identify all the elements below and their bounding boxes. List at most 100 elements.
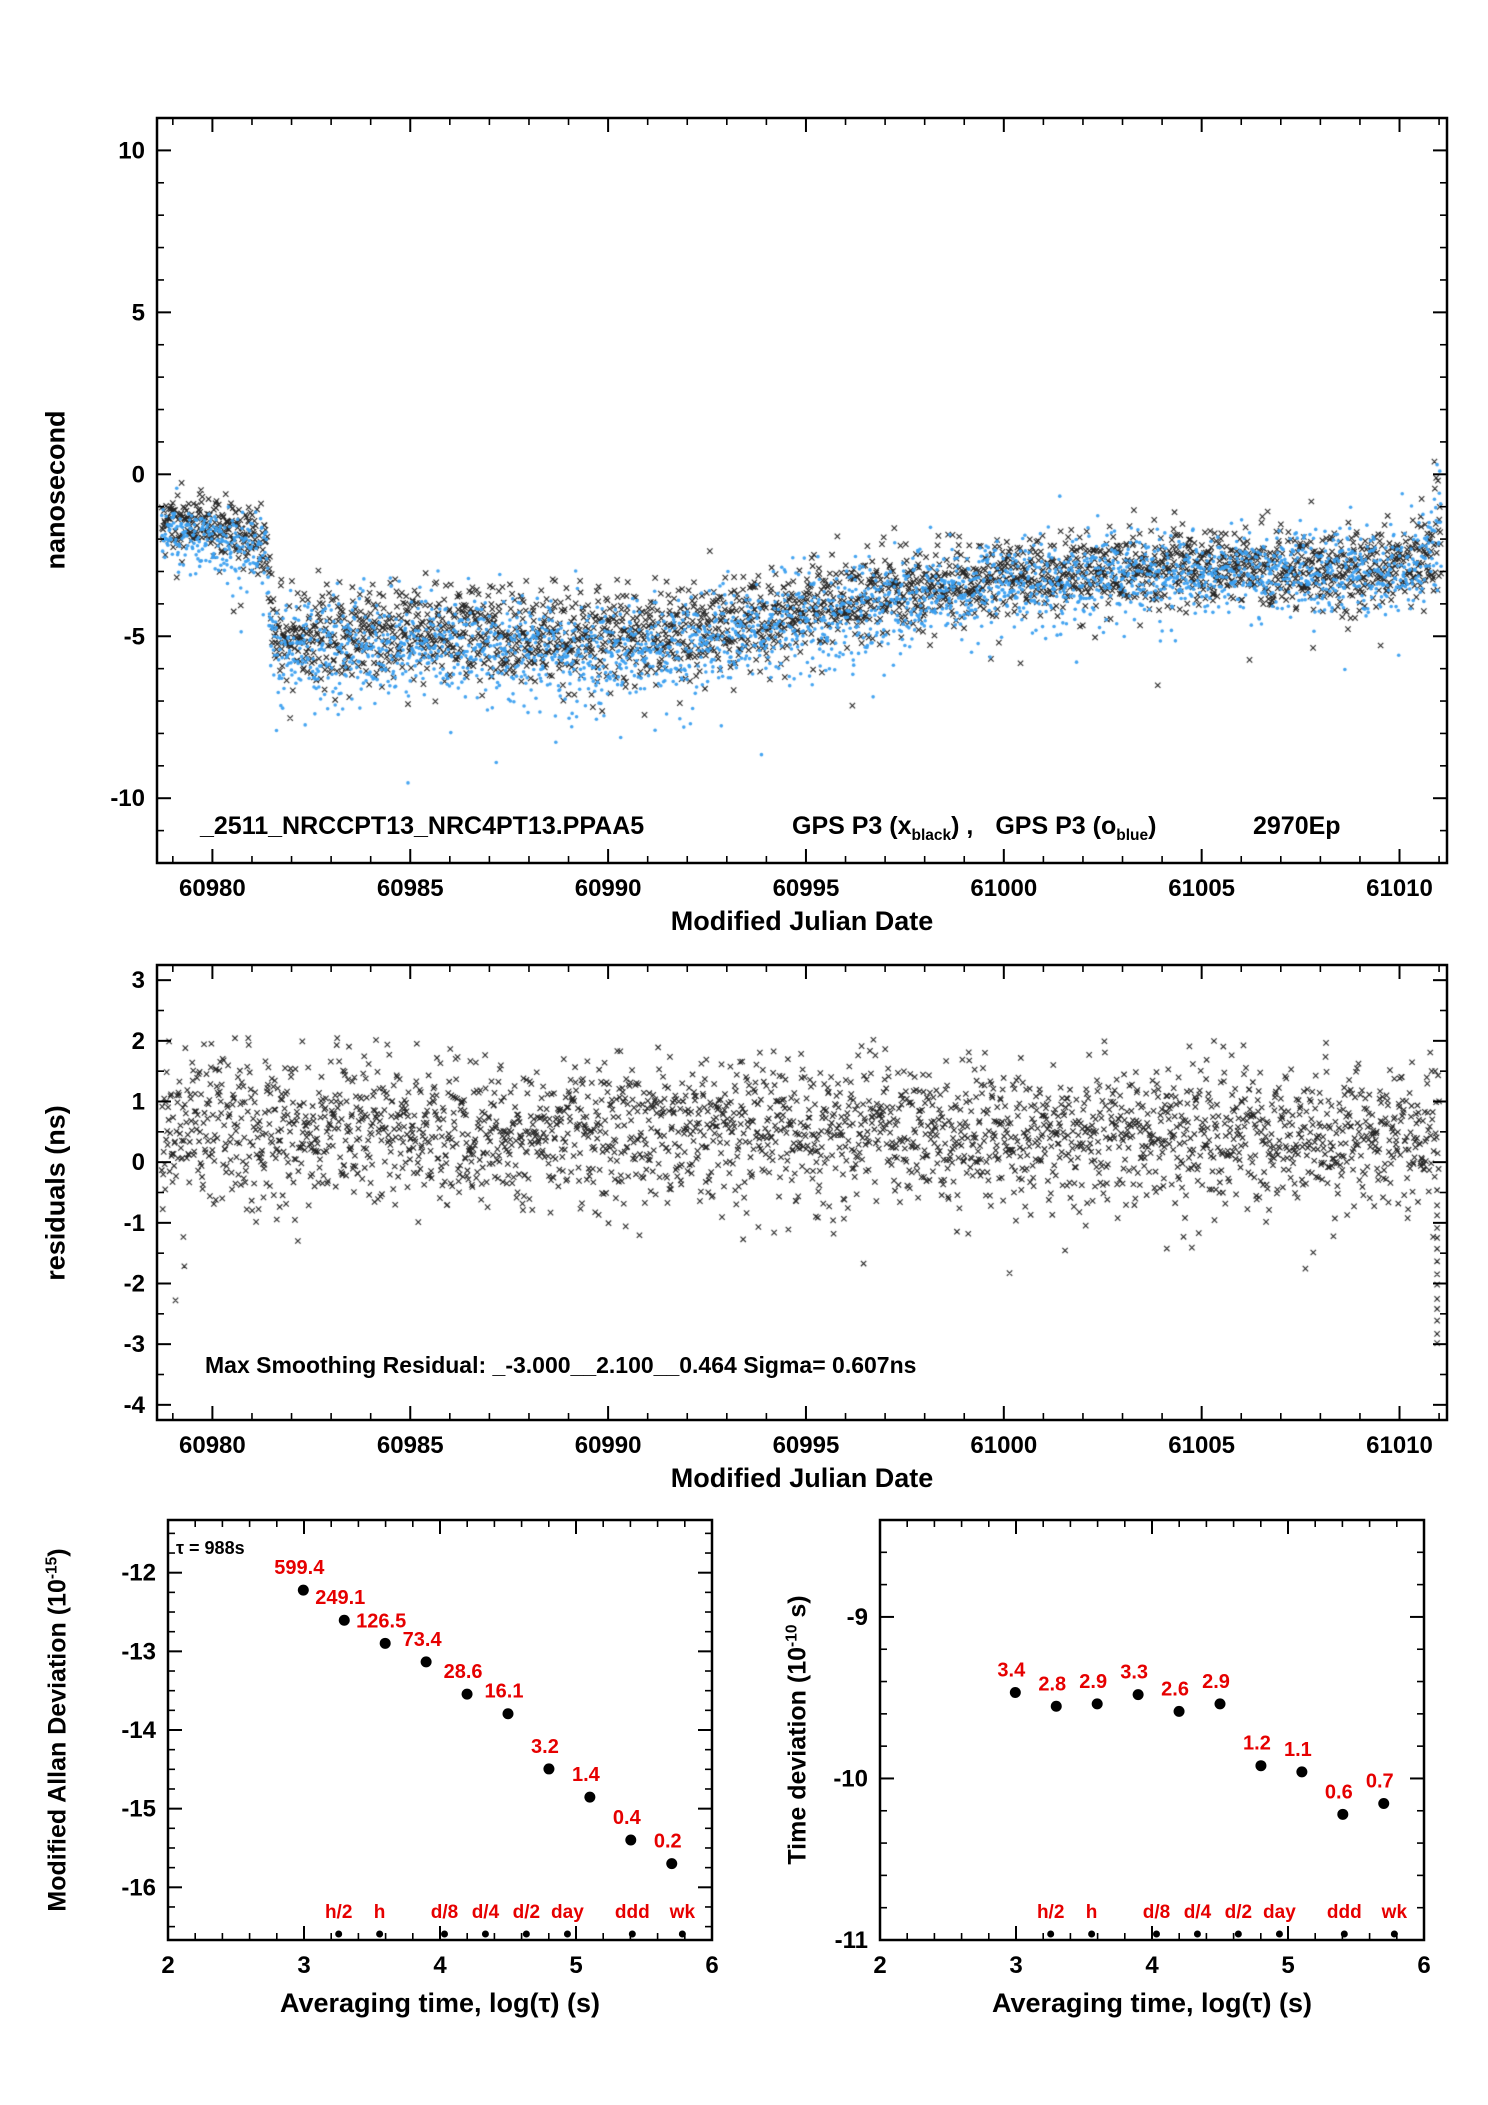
deviation-point-value-label: 2.8 [1038,1673,1066,1695]
top-x-axis-label: Modified Julian Date [670,906,934,936]
time-mark-dot [522,1930,530,1938]
deviation-point-value-label: 1.4 [572,1764,601,1786]
series2-label-pre: GPS P3 (o [995,812,1117,840]
x-tick-label: 6 [1417,1952,1430,1979]
deviation-point-value-label: 1.2 [1243,1733,1271,1755]
deviation-point-value-label: 2.6 [1161,1678,1189,1700]
tdev-x-axis-label: Averaging time, log(τ) (s) [991,1988,1313,2018]
deviation-point [420,1656,432,1668]
tdev-ylabel-pre: Time deviation (10 [783,1646,812,1865]
series1-label-sub: black [911,827,952,844]
series2-label-post: ) [1148,812,1157,840]
mdev-ylabel-post: ) [43,1548,72,1557]
x-tick-label: 2 [873,1952,886,1979]
series2-label-sub: blue [1116,827,1149,844]
time-mark-label: wk [669,1902,696,1923]
deviation-point [625,1834,637,1846]
y-tick-label: -5 [124,623,145,650]
deviation-point [297,1584,309,1596]
time-mark-dot [1340,1930,1348,1938]
x-tick-label: 61005 [1168,875,1235,902]
x-tick-label: 3 [297,1952,310,1979]
x-tick-label: 5 [1281,1952,1294,1979]
y-tick-label: -13 [121,1638,156,1665]
x-tick-label: 60995 [773,1432,840,1459]
y-tick-label: -10 [833,1765,868,1792]
mdev-ylabel-pre: Modified Allan Deviation (10 [43,1579,72,1912]
tau-annotation: τ = 988s [176,1538,245,1558]
deviation-point [1132,1689,1144,1701]
x-tick-label: 60980 [179,875,246,902]
deviation-point-value-label: 1.1 [1284,1739,1312,1761]
max-smoothing-residual-annotation: Max Smoothing Residual: _-3.000__2.100__… [205,1352,917,1378]
y-tick-label: -11 [835,1927,868,1954]
residuals-y-axis-label: residuals (ns) [40,1105,71,1281]
x-tick-label: 60985 [377,875,444,902]
time-mark-dot [1390,1930,1398,1938]
deviation-point-value-label: 16.1 [485,1681,524,1703]
x-tick-label: 6 [705,1952,718,1979]
y-tick-label: 10 [118,137,145,164]
time-mark-dot [1275,1930,1283,1938]
y-tick-label: -10 [110,785,145,812]
deviation-point-value-label: 28.6 [444,1661,483,1683]
x-tick-label: 2 [161,1952,174,1979]
time-mark-dot [1193,1930,1201,1938]
deviation-point-value-label: 3.2 [531,1736,559,1758]
x-tick-label: 61010 [1366,875,1433,902]
series1-label-pre: GPS P3 (x [792,812,912,840]
time-mark-dot [335,1930,343,1938]
deviation-point [543,1763,555,1775]
x-tick-label: 60995 [773,875,840,902]
series1-label-post: ) , [951,812,974,840]
time-mark-label: wk [1381,1902,1408,1923]
top-annotation-series-legend: GPS P3 (xblack) , GPS P3 (oblue) [792,812,1156,845]
deviation-point [1173,1705,1185,1717]
deviation-point-value-label: 126.5 [356,1610,406,1632]
x-tick-label: 60980 [179,1432,246,1459]
x-tick-label: 60985 [377,1432,444,1459]
mdev-x-axis-label: Averaging time, log(τ) (s) [279,1988,601,2018]
time-mark-label: day [551,1902,584,1923]
deviation-point [1378,1798,1390,1809]
deviation-point-value-label: 2.9 [1079,1671,1107,1693]
deviation-point [584,1791,596,1803]
y-tick-label: -16 [121,1874,156,1901]
x-tick-label: 60990 [575,875,642,902]
time-mark-label: d/4 [1184,1902,1212,1923]
time-mark-dot [1088,1930,1096,1938]
tdev-ylabel-post: s) [783,1595,812,1625]
time-mark-label: day [1263,1902,1296,1923]
x-tick-label: 4 [433,1952,447,1979]
deviation-point-value-label: 249.1 [315,1587,365,1609]
x-tick-label: 61000 [970,875,1037,902]
y-tick-label: -9 [847,1604,868,1631]
time-mark-label: d/8 [1143,1902,1170,1923]
y-tick-label: -3 [124,1331,145,1358]
y-tick-label: 0 [132,1149,145,1176]
time-mark-label: h/2 [325,1902,352,1923]
mdev-y-axis-label: Modified Allan Deviation (10-15) [43,1548,72,1911]
mdev-ylabel-exponent: -15 [43,1556,61,1580]
time-mark-dot [1152,1930,1160,1938]
top-y-axis-label: nanosecond [40,410,71,570]
y-tick-label: 0 [132,461,145,488]
deviation-point [1214,1698,1226,1710]
time-mark-label: h/2 [1037,1902,1064,1923]
time-mark-label: d/2 [1225,1902,1252,1923]
y-tick-label: -2 [124,1271,145,1298]
y-tick-label: 2 [132,1028,145,1055]
time-mark-label: h [374,1902,386,1923]
deviation-point [1296,1766,1308,1778]
time-mark-label: d/8 [431,1902,458,1923]
time-mark-dot [376,1930,384,1938]
plot-box [166,1518,714,1942]
time-mark-dot [1234,1930,1242,1938]
time-mark-label: ddd [1327,1902,1362,1923]
time-mark-dot [563,1930,571,1938]
y-tick-label: -15 [121,1796,156,1823]
time-mark-dot [481,1930,489,1938]
deviation-point [1050,1700,1062,1712]
time-mark-dot [1047,1930,1055,1938]
